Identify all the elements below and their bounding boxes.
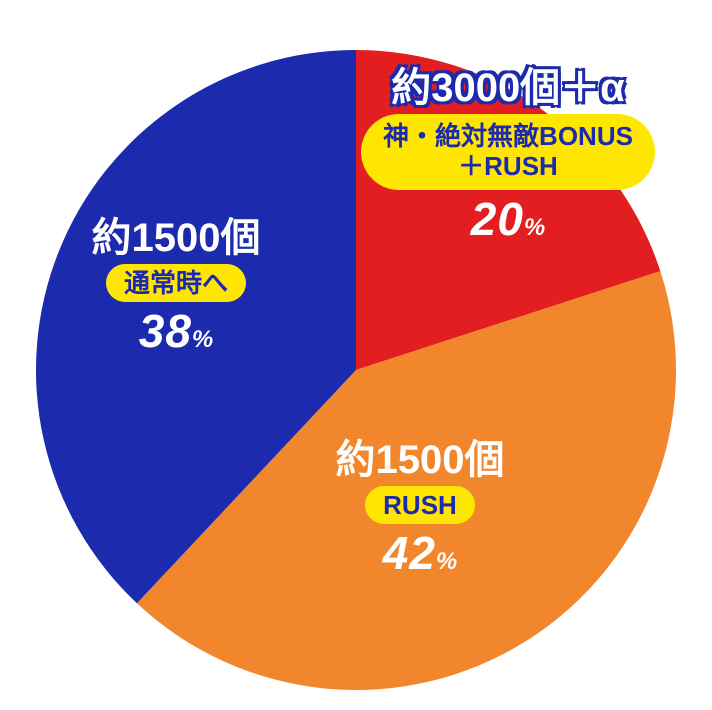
slice-title-red: 約3000個＋α: [348, 68, 668, 108]
pct-big-red: 20: [471, 193, 524, 245]
slice-title-orange: 約1500個: [310, 440, 530, 480]
slice-pct-red: 20%: [348, 196, 668, 242]
pill-line1-red: 神・絶対無敵BONUS: [383, 121, 633, 151]
slice-label-red: 約3000個＋α 神・絶対無敵BONUS ＋RUSH 20%: [348, 68, 668, 242]
slice-pill-red: 神・絶対無敵BONUS ＋RUSH: [361, 114, 655, 190]
slice-label-blue: 約1500個 通常時へ 38%: [66, 218, 286, 354]
slice-pill-blue: 通常時へ: [106, 264, 246, 302]
pill-line1-orange: RUSH: [383, 490, 457, 520]
slice-pill-orange: RUSH: [365, 486, 475, 524]
pct-small-orange: %: [436, 548, 457, 575]
slice-title-blue: 約1500個: [66, 218, 286, 258]
pct-big-blue: 38: [139, 305, 192, 357]
pct-small-red: %: [524, 214, 545, 241]
pie-chart-container: 約3000個＋α 神・絶対無敵BONUS ＋RUSH 20% 約1500個 RU…: [0, 0, 712, 710]
slice-pct-orange: 42%: [310, 530, 530, 576]
pill-line1-blue: 通常時へ: [124, 268, 228, 298]
pct-big-orange: 42: [383, 527, 436, 579]
pill-line2-red: ＋RUSH: [458, 151, 558, 181]
slice-pct-blue: 38%: [66, 308, 286, 354]
pct-small-blue: %: [192, 326, 213, 353]
slice-label-orange: 約1500個 RUSH 42%: [310, 440, 530, 576]
